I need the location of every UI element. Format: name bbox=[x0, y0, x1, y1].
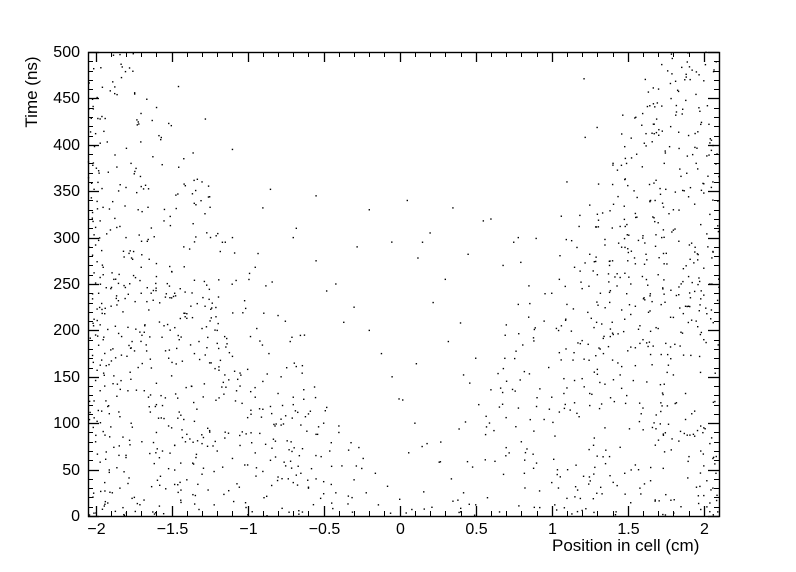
x-axis-title: Position in cell (cm) bbox=[552, 536, 700, 555]
x-tick-label: −1 bbox=[239, 521, 258, 538]
y-tick-label: 500 bbox=[53, 43, 80, 61]
y-tick-label: 0 bbox=[71, 507, 80, 525]
y-tick-label: 400 bbox=[53, 136, 80, 154]
x-tick-label: −1.5 bbox=[156, 521, 189, 538]
y-tick-label: 150 bbox=[53, 368, 80, 386]
y-tick-label: 50 bbox=[62, 461, 80, 479]
y-tick-label: 250 bbox=[53, 275, 80, 293]
x-tick-label: 2 bbox=[700, 521, 709, 538]
x-tick-label: 1.5 bbox=[617, 521, 640, 538]
x-tick-label: 1 bbox=[548, 521, 557, 538]
x-tick-label: −0.5 bbox=[308, 521, 341, 538]
y-tick-label: 100 bbox=[53, 414, 80, 432]
x-tick-label: 0.5 bbox=[465, 521, 488, 538]
x-axis-ticks bbox=[95, 52, 720, 516]
y-tick-label: 450 bbox=[53, 89, 80, 107]
data-point-markers bbox=[87, 51, 720, 517]
y-tick-label: 300 bbox=[53, 229, 80, 247]
plot-frame bbox=[87, 51, 721, 518]
x-tick-label: 0 bbox=[396, 521, 405, 538]
x-tick-label: −2 bbox=[87, 521, 106, 538]
y-tick-label: 200 bbox=[53, 321, 80, 339]
y-axis-ticks bbox=[88, 51, 719, 518]
y-tick-label: 350 bbox=[53, 182, 80, 200]
